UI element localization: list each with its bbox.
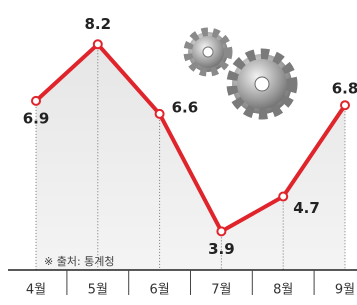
area [36, 44, 345, 270]
x-tick-label: 8월 [273, 283, 293, 298]
point [156, 110, 164, 118]
point [217, 227, 225, 235]
value-label: 3.9 [208, 240, 235, 258]
x-tick-label: 5월 [88, 283, 108, 298]
source-note: ※ 출처: 통계청 [44, 255, 115, 268]
x-tick-label: 4월 [26, 283, 46, 298]
gear-decoration [188, 32, 292, 114]
point [341, 101, 349, 109]
value-label: 8.2 [85, 15, 112, 33]
point [94, 40, 102, 48]
x-tick-label: 7월 [211, 283, 231, 298]
chart: 4월 5월 6월 7월 8월 9월 6.9 8.2 6.6 3.9 4.7 6.8 ※ 출처: 통계청 [0, 0, 357, 305]
value-label: 4.7 [293, 199, 320, 217]
point [32, 97, 40, 105]
value-label: 6.6 [172, 98, 199, 116]
x-tick-label: 6월 [149, 283, 169, 298]
point [279, 193, 287, 201]
value-label: 6.8 [332, 80, 357, 98]
x-tick-label: 9월 [335, 283, 355, 298]
value-label: 6.9 [23, 109, 50, 127]
